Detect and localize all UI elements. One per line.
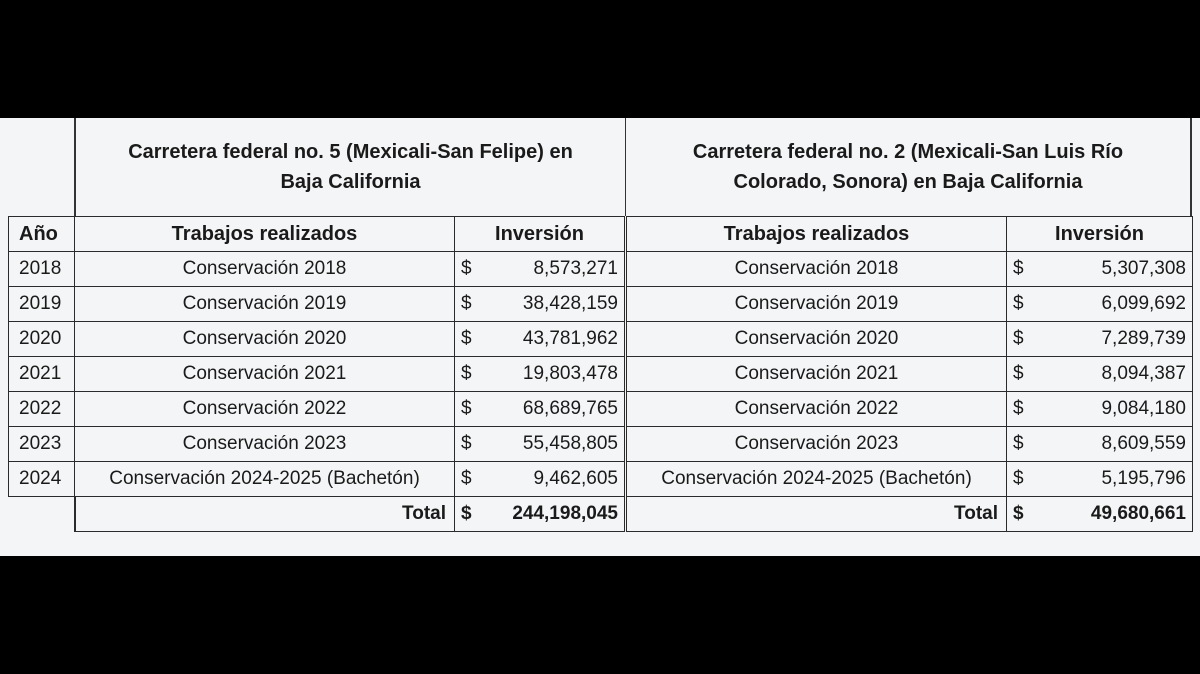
table-row: Conservación 2023 $ 8,609,559 bbox=[626, 426, 1193, 462]
currency-cell: $ bbox=[454, 286, 483, 322]
table-row: 2020 Conservación 2020 $ 43,781,962 bbox=[8, 321, 625, 357]
amount-cell: 43,781,962 bbox=[482, 321, 625, 357]
right-title-line2: Colorado, Sonora) en Baja California bbox=[733, 171, 1083, 193]
table-row: Conservación 2018 $ 5,307,308 bbox=[626, 251, 1193, 287]
right-investment-table: Trabajos realizados Inversión Conservaci… bbox=[626, 216, 1193, 532]
table-row: 2023 Conservación 2023 $ 55,458,805 bbox=[8, 426, 625, 462]
table-row: 2018 Conservación 2018 $ 8,573,271 bbox=[8, 251, 625, 287]
total-label: Total bbox=[73, 496, 455, 532]
work-cell: Conservación 2022 bbox=[74, 391, 455, 427]
right-section-title: Carretera federal no. 2 (Mexicali-San Lu… bbox=[626, 118, 1192, 216]
year-cell: 2019 bbox=[8, 286, 75, 322]
table-row: Conservación 2020 $ 7,289,739 bbox=[626, 321, 1193, 357]
amount-cell: 5,307,308 bbox=[1036, 251, 1193, 287]
work-cell: Conservación 2021 bbox=[626, 356, 1007, 392]
left-title-line1: Carretera federal no. 5 (Mexicali-San Fe… bbox=[128, 141, 573, 163]
currency-cell: $ bbox=[1006, 461, 1037, 497]
currency-cell: $ bbox=[1006, 286, 1037, 322]
work-cell: Conservación 2020 bbox=[626, 321, 1007, 357]
amount-cell: 55,458,805 bbox=[482, 426, 625, 462]
year-cell: 2018 bbox=[8, 251, 75, 287]
currency-cell: $ bbox=[454, 321, 483, 357]
total-currency: $ bbox=[454, 496, 483, 532]
year-cell: 2023 bbox=[8, 426, 75, 462]
work-cell: Conservación 2024-2025 (Bachetón) bbox=[626, 461, 1007, 497]
work-cell: Conservación 2023 bbox=[74, 426, 455, 462]
total-currency: $ bbox=[1006, 496, 1037, 532]
year-cell: 2021 bbox=[8, 356, 75, 392]
table-row: Conservación 2021 $ 8,094,387 bbox=[626, 356, 1193, 392]
amount-cell: 8,573,271 bbox=[482, 251, 625, 287]
amount-cell: 9,462,605 bbox=[482, 461, 625, 497]
work-header: Trabajos realizados bbox=[626, 216, 1007, 252]
currency-cell: $ bbox=[1006, 251, 1037, 287]
work-cell: Conservación 2019 bbox=[74, 286, 455, 322]
currency-cell: $ bbox=[454, 426, 483, 462]
amount-cell: 7,289,739 bbox=[1036, 321, 1193, 357]
investment-header: Inversión bbox=[454, 216, 625, 252]
amount-cell: 8,609,559 bbox=[1036, 426, 1193, 462]
work-cell: Conservación 2024-2025 (Bachetón) bbox=[74, 461, 455, 497]
currency-cell: $ bbox=[1006, 321, 1037, 357]
year-cell: 2024 bbox=[8, 461, 75, 497]
work-cell: Conservación 2018 bbox=[74, 251, 455, 287]
amount-cell: 5,195,796 bbox=[1036, 461, 1193, 497]
total-row: Total $ 49,680,661 bbox=[626, 496, 1193, 532]
right-title-line1: Carretera federal no. 2 (Mexicali-San Lu… bbox=[692, 141, 1124, 163]
amount-cell: 68,689,765 bbox=[482, 391, 625, 427]
header-row: Año Trabajos realizados Inversión bbox=[8, 216, 625, 252]
amount-cell: 19,803,478 bbox=[482, 356, 625, 392]
table-row: Conservación 2024-2025 (Bachetón) $ 5,19… bbox=[626, 461, 1193, 497]
total-label: Total bbox=[626, 496, 1007, 532]
table-row: 2022 Conservación 2022 $ 68,689,765 bbox=[8, 391, 625, 427]
left-investment-table: Año Trabajos realizados Inversión 2018 C… bbox=[8, 216, 625, 532]
currency-cell: $ bbox=[454, 461, 483, 497]
table-row: Conservación 2019 $ 6,099,692 bbox=[626, 286, 1193, 322]
table-row: 2024 Conservación 2024-2025 (Bachetón) $… bbox=[8, 461, 625, 497]
amount-cell: 9,084,180 bbox=[1036, 391, 1193, 427]
work-cell: Conservación 2019 bbox=[626, 286, 1007, 322]
work-cell: Conservación 2020 bbox=[74, 321, 455, 357]
work-header: Trabajos realizados bbox=[74, 216, 455, 252]
currency-cell: $ bbox=[454, 356, 483, 392]
table-row: 2021 Conservación 2021 $ 19,803,478 bbox=[8, 356, 625, 392]
blank-cell bbox=[8, 496, 75, 532]
header-row: Trabajos realizados Inversión bbox=[626, 216, 1193, 252]
currency-cell: $ bbox=[454, 251, 483, 287]
year-cell: 2022 bbox=[8, 391, 75, 427]
table-row: Conservación 2022 $ 9,084,180 bbox=[626, 391, 1193, 427]
amount-cell: 8,094,387 bbox=[1036, 356, 1193, 392]
amount-cell: 38,428,159 bbox=[482, 286, 625, 322]
work-cell: Conservación 2021 bbox=[74, 356, 455, 392]
table-row: 2019 Conservación 2019 $ 38,428,159 bbox=[8, 286, 625, 322]
investment-header: Inversión bbox=[1006, 216, 1193, 252]
total-amount: 244,198,045 bbox=[482, 496, 625, 532]
currency-cell: $ bbox=[1006, 426, 1037, 462]
work-cell: Conservación 2023 bbox=[626, 426, 1007, 462]
left-section-title: Carretera federal no. 5 (Mexicali-San Fe… bbox=[74, 118, 626, 216]
total-amount: 49,680,661 bbox=[1036, 496, 1193, 532]
year-cell: 2020 bbox=[8, 321, 75, 357]
year-header: Año bbox=[8, 216, 75, 252]
total-row: Total $ 244,198,045 bbox=[8, 496, 625, 532]
work-cell: Conservación 2022 bbox=[626, 391, 1007, 427]
currency-cell: $ bbox=[454, 391, 483, 427]
currency-cell: $ bbox=[1006, 391, 1037, 427]
currency-cell: $ bbox=[1006, 356, 1037, 392]
work-cell: Conservación 2018 bbox=[626, 251, 1007, 287]
amount-cell: 6,099,692 bbox=[1036, 286, 1193, 322]
left-title-line2: Baja California bbox=[280, 171, 421, 193]
